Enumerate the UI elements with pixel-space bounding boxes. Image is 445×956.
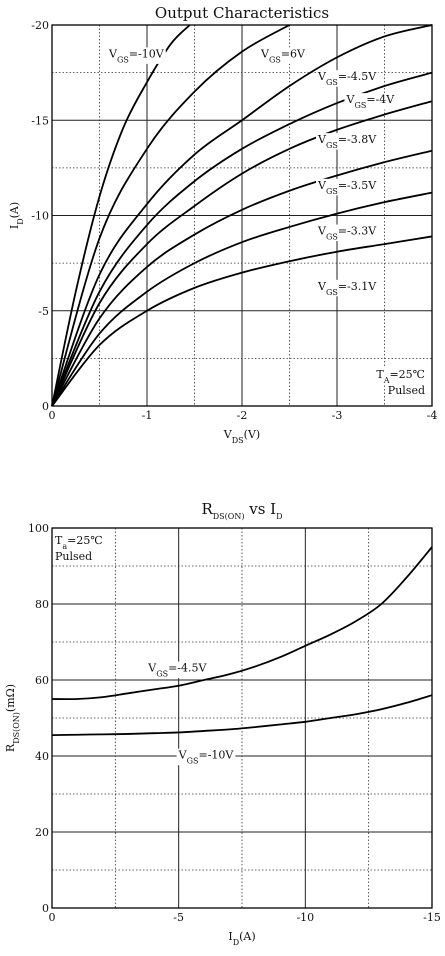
x-tick-label: 0 [49, 911, 56, 924]
series-label-2: VGS=6V [260, 47, 306, 64]
y-tick-label: -10 [31, 210, 49, 223]
series-label-3: VGS=-4.5V [317, 70, 377, 87]
series-label-background [146, 661, 209, 679]
y-tick-label: 0 [42, 400, 49, 413]
series-label-background [344, 93, 397, 110]
chart-title: Output Characteristics [155, 4, 329, 22]
y-tick-label: 60 [35, 674, 49, 687]
x-tick-label: -5 [173, 911, 184, 924]
series-label-1: VGS=-10V [108, 47, 165, 64]
annotation-background [375, 368, 426, 385]
series-label-background [316, 279, 379, 297]
series-line-3 [51, 24, 433, 407]
series-label-background [316, 178, 379, 196]
series-line-1 [51, 24, 191, 407]
series-label-8: VGS=-3.1V [317, 280, 377, 297]
x-tick-label: 0 [49, 409, 56, 422]
grid [51, 527, 433, 909]
y-tick-label: 80 [35, 598, 49, 611]
y-tick-label: 100 [28, 522, 49, 535]
y-tick-label: -15 [31, 114, 49, 127]
x-tick-label: -10 [296, 911, 314, 924]
x-tick-label: -1 [142, 409, 153, 422]
x-tick-label: -3 [332, 409, 343, 422]
chart-title: RDS(ON) vs ID [201, 500, 282, 521]
series-label-6: VGS=-3.5V [317, 179, 377, 196]
series-label-4: VGS=-4V [346, 93, 396, 110]
series-line-7 [51, 191, 433, 407]
series-line-2 [51, 24, 290, 407]
pulsed-annotation: Pulsed [55, 550, 92, 563]
series-line-4 [51, 71, 433, 407]
y-tick-label: -5 [38, 305, 49, 318]
x-tick-label: -15 [423, 911, 441, 924]
series-label-7: VGS=-3.3V [317, 225, 377, 242]
pulsed-annotation: Pulsed [388, 384, 425, 397]
series-label-1: VGS=-4.5V [147, 662, 207, 679]
y-tick-label: 40 [35, 750, 49, 763]
series-line-2 [51, 694, 433, 736]
condition-annotation: TA=25℃ [376, 368, 425, 385]
series-line-8 [51, 235, 433, 407]
y-axis-label: ID(A) [8, 202, 25, 229]
x-tick-label: -4 [427, 409, 438, 422]
y-axis-label: RDS(ON)(mΩ) [4, 684, 21, 752]
series-label-background [316, 70, 379, 87]
series-label-5: VGS=-3.8V [317, 133, 377, 150]
x-axis-label: ID(A) [228, 930, 255, 947]
series-line-1 [51, 546, 433, 701]
series-label-background [107, 47, 166, 64]
condition-annotation: Ta=25℃ [55, 534, 103, 551]
series-label-background [316, 224, 379, 242]
y-tick-label: 20 [35, 826, 49, 839]
series-line-5 [51, 100, 433, 407]
y-tick-label: -20 [31, 19, 49, 32]
series-line-6 [51, 149, 433, 407]
plot-frame [51, 24, 433, 407]
chart-1: 0 -1 -2 -3 -4 0 -5 -10 -15 -20 Output Characterist… [8, 4, 437, 445]
annotation-background [54, 550, 94, 563]
series-label-background [316, 133, 379, 150]
annotation-background [386, 384, 426, 397]
annotation-background [54, 534, 104, 551]
chart-2: 0 -5 -10 -15 0 20 40 60 80 100 RDS(ON) vs ID ID(A) R… [4, 500, 441, 947]
plot-frame [51, 527, 433, 909]
x-tick-label: -2 [237, 409, 248, 422]
series-label-2: VGS=-10V [178, 749, 235, 766]
x-axis-label: VDS(V) [223, 428, 260, 445]
series-label-background [176, 748, 236, 766]
y-tick-label: 0 [42, 902, 49, 915]
series-label-background [259, 47, 308, 64]
